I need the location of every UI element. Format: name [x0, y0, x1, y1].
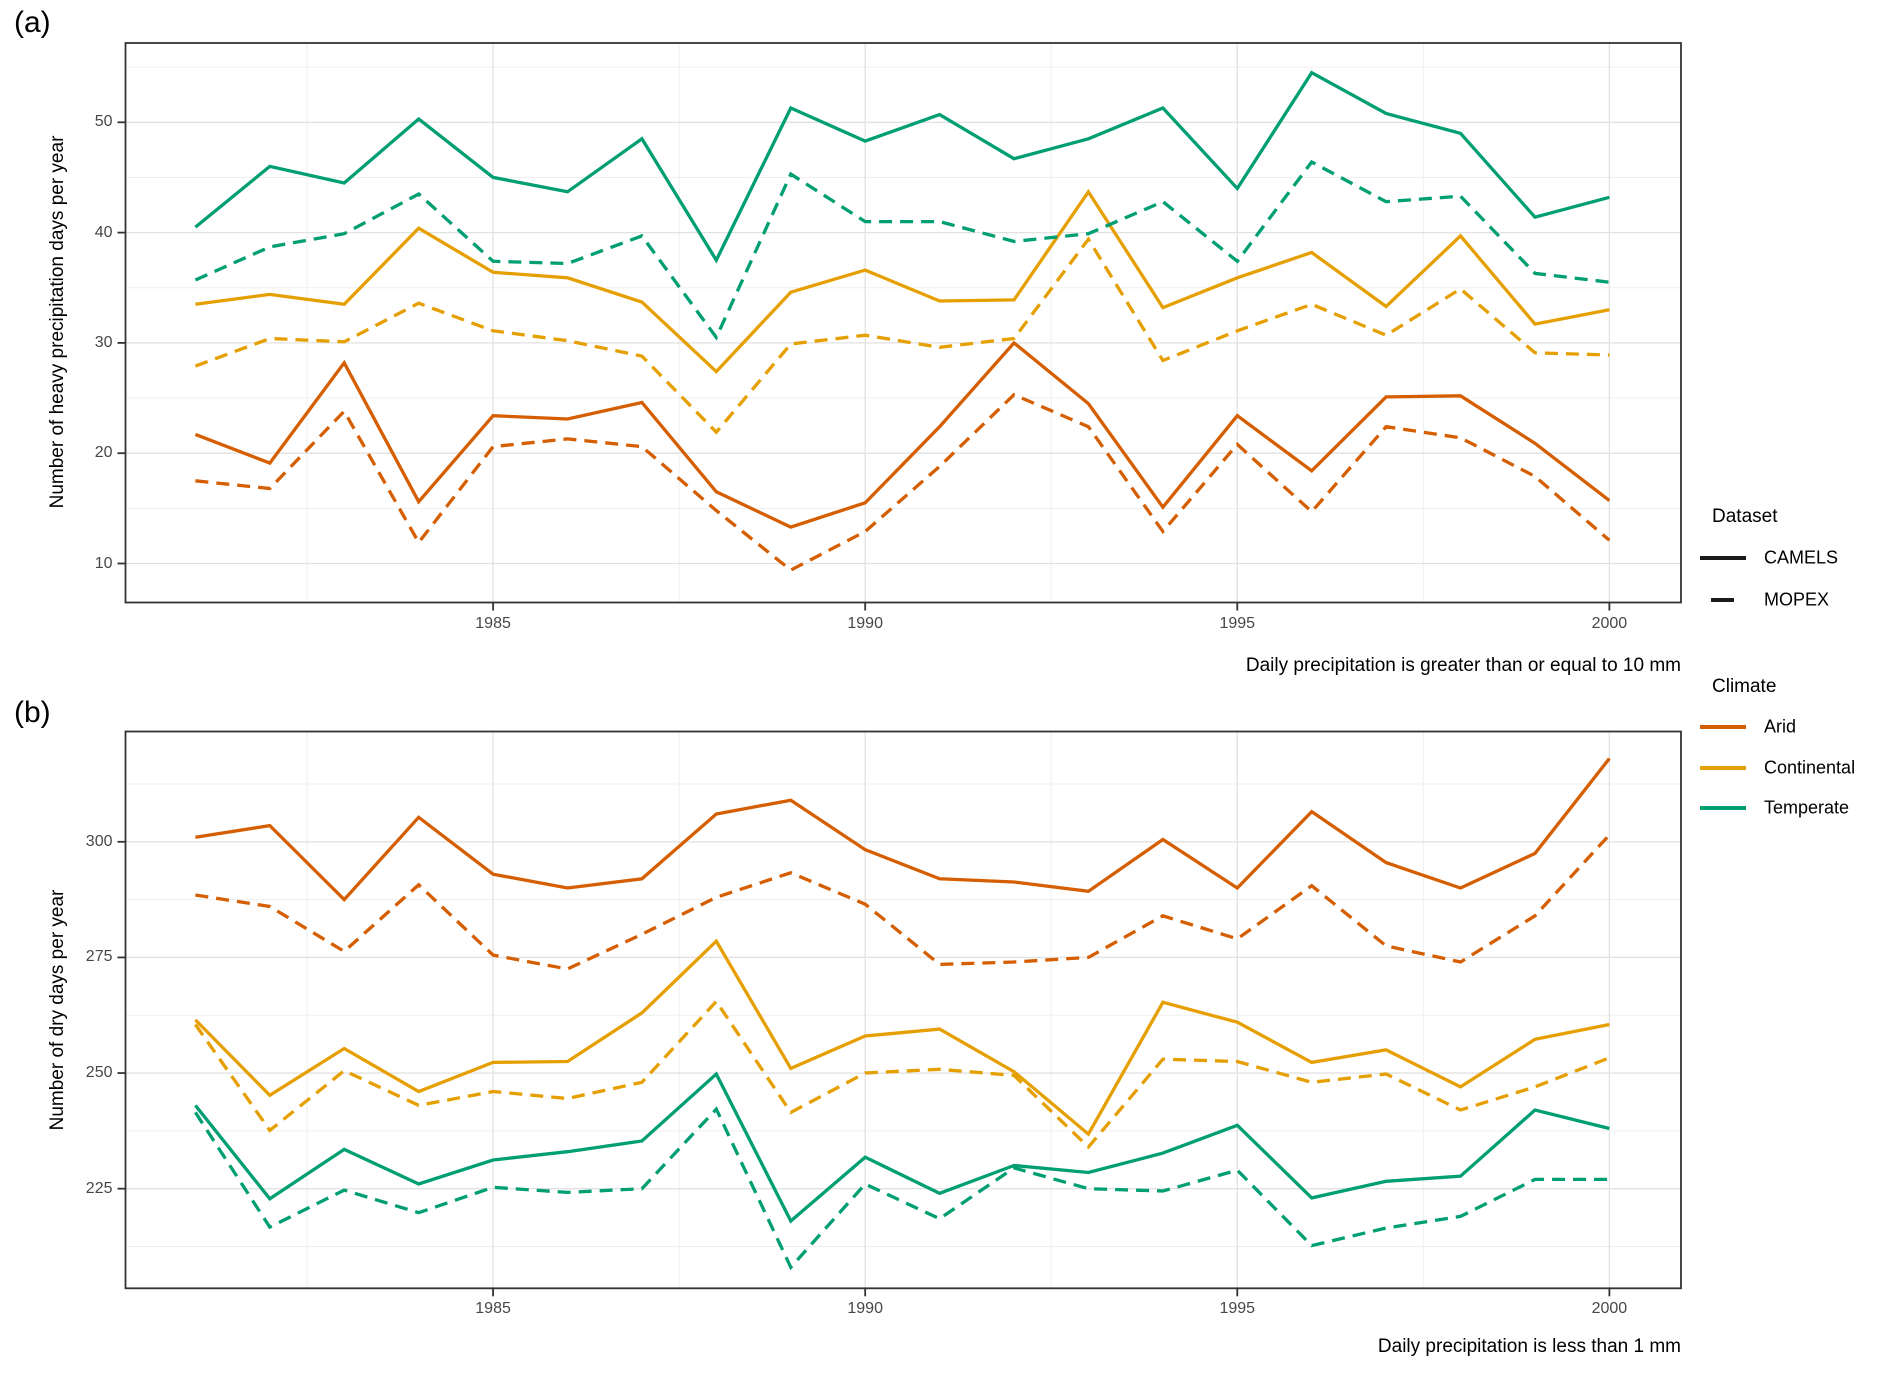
panel-a-label: (a): [14, 6, 51, 39]
series-line-arid-camels: [195, 757, 1611, 902]
legend-key-arid-line: [1700, 725, 1746, 729]
x-tick-label-panel-a: 2000: [1591, 614, 1628, 632]
panel-a-border: [124, 42, 1682, 604]
x-tick-label-panel-a: 1990: [847, 614, 883, 632]
series-line-temperate-mopex: [194, 159, 1610, 341]
x-tick-label-panel-a: 1995: [1219, 614, 1256, 632]
series-line-continental-camels: [194, 938, 1610, 1137]
series-line-continental-mopex: [194, 998, 1611, 1150]
caption-panel-a: Daily precipitation is greater than or e…: [1245, 655, 1681, 676]
y-tick-label-panel-b: 300: [85, 832, 113, 850]
y-tick-label-panel-a: 30: [94, 333, 113, 351]
legend-item-mopex: MOPEX: [1764, 589, 1830, 610]
series-line-arid-camels: [194, 340, 1611, 529]
x-tick-label-panel-b: 2000: [1591, 1300, 1628, 1318]
x-tick-label-panel-b: 1990: [847, 1300, 883, 1318]
series-line-continental-camels: [195, 188, 1610, 374]
y-tick-label-panel-a: 10: [94, 554, 113, 572]
y-tick-label-panel-a: 20: [94, 444, 113, 462]
x-tick-label-panel-b: 1995: [1219, 1300, 1256, 1318]
x-tick-label-panel-b: 1985: [475, 1300, 511, 1318]
y-axis-title-panel-a: Number of heavy precipitation days per y…: [47, 135, 68, 509]
x-tick-label-panel-a: 1985: [475, 614, 511, 632]
legend-key-temperate-line: [1700, 806, 1746, 810]
panel-b-label: (b): [14, 696, 51, 729]
y-tick-label-panel-b: 225: [85, 1179, 113, 1197]
legend-key-dashed-line: [1711, 598, 1734, 602]
series-line-temperate-camels: [194, 1071, 1610, 1224]
legend-item-temperate: Temperate: [1764, 797, 1850, 818]
panel-b-border: [124, 730, 1682, 1290]
series-line-temperate-mopex: [194, 1106, 1610, 1271]
y-axis-title-panel-b: Number of dry days per year: [47, 889, 68, 1131]
legend-climate-title: Climate: [1712, 676, 1777, 697]
y-tick-label-panel-b: 250: [85, 1064, 113, 1082]
caption-panel-b: Daily precipitation is less than 1 mm: [1377, 1336, 1681, 1357]
series-line-temperate-camels: [194, 70, 1610, 264]
legend-key-solid-line: [1700, 556, 1746, 560]
legend-item-camels: CAMELS: [1764, 547, 1839, 568]
y-tick-label-panel-a: 40: [94, 223, 113, 241]
legend-key-continental-line: [1700, 766, 1746, 770]
legend-dataset-title: Dataset: [1712, 506, 1778, 527]
legend-item-arid: Arid: [1764, 716, 1797, 737]
y-tick-label-panel-a: 50: [94, 113, 113, 131]
legend-item-continental: Continental: [1764, 757, 1856, 778]
series-line-arid-mopex: [195, 392, 1611, 573]
series-line-continental-mopex: [194, 236, 1610, 435]
y-tick-label-panel-b: 275: [85, 948, 113, 966]
series-line-arid-mopex: [195, 833, 1611, 971]
